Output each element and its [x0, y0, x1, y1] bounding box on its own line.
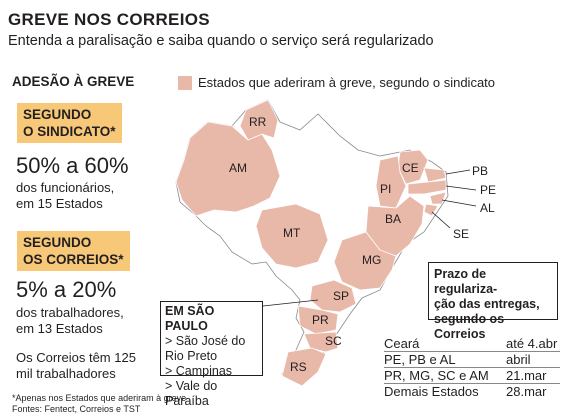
correios-desc-line1: dos trabalhadores, — [16, 305, 124, 320]
schedule-state: Ceará — [384, 336, 420, 351]
schedule-state: PE, PB e AL — [384, 352, 456, 367]
state-am — [175, 121, 281, 217]
state-pi — [375, 155, 407, 209]
infographic-subtitle: Entenda a paralisação e saiba quando o s… — [8, 33, 434, 49]
label-ba: BA — [385, 212, 401, 226]
label-al: AL — [480, 201, 495, 215]
correios-percentage: 5% a 20% — [16, 277, 117, 302]
label-am: AM — [229, 161, 247, 175]
label-sp: SP — [333, 289, 349, 303]
schedule-date: até 4.abr — [506, 336, 558, 351]
state-mt — [255, 203, 329, 269]
workers-note: Os Correios têm 125 mil trabalhadores — [16, 350, 136, 381]
sindicato-desc-line2: em 15 Estados — [16, 195, 103, 211]
state-rr — [239, 99, 279, 141]
label-rs: RS — [290, 360, 307, 374]
leader-pe — [445, 185, 477, 191]
prazo-line2: ção das entregas, — [434, 297, 540, 311]
sindicato-badge-line2: O SINDICATO* — [23, 124, 116, 139]
schedule-row: Demais Estados 28.mar — [384, 384, 560, 399]
workers-note-line2: mil trabalhadores — [16, 365, 116, 381]
schedule-date: 28.mar — [506, 384, 547, 399]
schedule-date: 21.mar — [506, 368, 547, 383]
state-mg — [333, 231, 397, 291]
leader-se — [431, 211, 451, 229]
adesao-heading: ADESÃO À GREVE — [12, 74, 135, 89]
legend-swatch — [178, 76, 192, 90]
leader-al — [441, 199, 477, 207]
label-mg: MG — [362, 253, 381, 267]
correios-badge-line1: SEGUNDO — [23, 235, 92, 250]
label-pe: PE — [480, 183, 496, 197]
correios-description: dos trabalhadores, em 13 Estados — [16, 305, 124, 336]
sindicato-desc-line1: dos funcionários, — [16, 180, 115, 195]
prazo-line3: segundo os Correios — [434, 312, 505, 341]
leader-sp — [262, 299, 319, 307]
label-mt: MT — [283, 226, 301, 240]
sao-paulo-item: > São José do — [165, 334, 246, 348]
prazo-line1: Prazo de regulariza- — [434, 267, 498, 296]
label-pr: PR — [312, 313, 329, 327]
schedule-row: Ceará até 4.abr — [384, 336, 560, 352]
sindicato-badge-line1: SEGUNDO — [23, 107, 92, 122]
label-pb: PB — [472, 164, 488, 178]
prazo-box: Prazo de regulariza- ção das entregas, s… — [428, 262, 558, 341]
footnote-line1: *Apenas nos Estados que aderiram à greve — [12, 393, 187, 403]
sao-paulo-heading: EM SÃO PAULO — [165, 304, 215, 333]
label-pi: PI — [380, 182, 391, 196]
state-se — [423, 203, 439, 217]
sao-paulo-item: > Vale do Paraíba — [165, 379, 218, 408]
schedule-row: PR, MG, SC e AM 21.mar — [384, 368, 560, 384]
label-sc: SC — [325, 334, 342, 348]
schedule-table: Ceará até 4.abr PE, PB e AL abril PR, MG… — [384, 336, 560, 399]
correios-badge-line2: OS CORREIOS* — [23, 252, 124, 267]
leader-pb — [445, 169, 471, 175]
state-pr — [297, 305, 339, 335]
state-sp — [309, 279, 357, 313]
sindicato-percentage: 50% a 60% — [16, 153, 129, 178]
correios-desc-line2: em 13 Estados — [16, 320, 103, 336]
label-se: SE — [453, 227, 469, 241]
footnote: *Apenas nos Estados que aderiram à greve… — [12, 393, 186, 414]
schedule-row: PE, PB e AL abril — [384, 352, 560, 368]
workers-note-line1: Os Correios têm 125 — [16, 350, 136, 365]
schedule-state: Demais Estados — [384, 384, 479, 399]
state-sc — [303, 331, 339, 353]
sao-paulo-item: > Campinas — [165, 364, 233, 378]
infographic-title: GREVE NOS CORREIOS — [8, 10, 210, 29]
state-pb — [423, 167, 447, 183]
sao-paulo-box: EM SÃO PAULO > São José do Rio Preto > C… — [160, 301, 263, 408]
correios-badge: SEGUNDO OS CORREIOS* — [17, 231, 130, 271]
label-rr: RR — [249, 115, 267, 129]
label-ce: CE — [402, 161, 419, 175]
sindicato-badge: SEGUNDO O SINDICATO* — [17, 103, 122, 143]
state-pe — [407, 179, 447, 195]
state-rs — [281, 347, 327, 387]
sindicato-description: dos funcionários, em 15 Estados — [16, 180, 114, 211]
legend-label: Estados que aderiram à greve, segundo o … — [198, 75, 496, 90]
schedule-state: PR, MG, SC e AM — [384, 368, 489, 383]
sao-paulo-item: Rio Preto — [165, 349, 218, 363]
state-al — [429, 191, 447, 205]
footnote-sources: Fontes: Fentect, Correios e TST — [12, 403, 141, 414]
schedule-date: abril — [506, 352, 531, 367]
